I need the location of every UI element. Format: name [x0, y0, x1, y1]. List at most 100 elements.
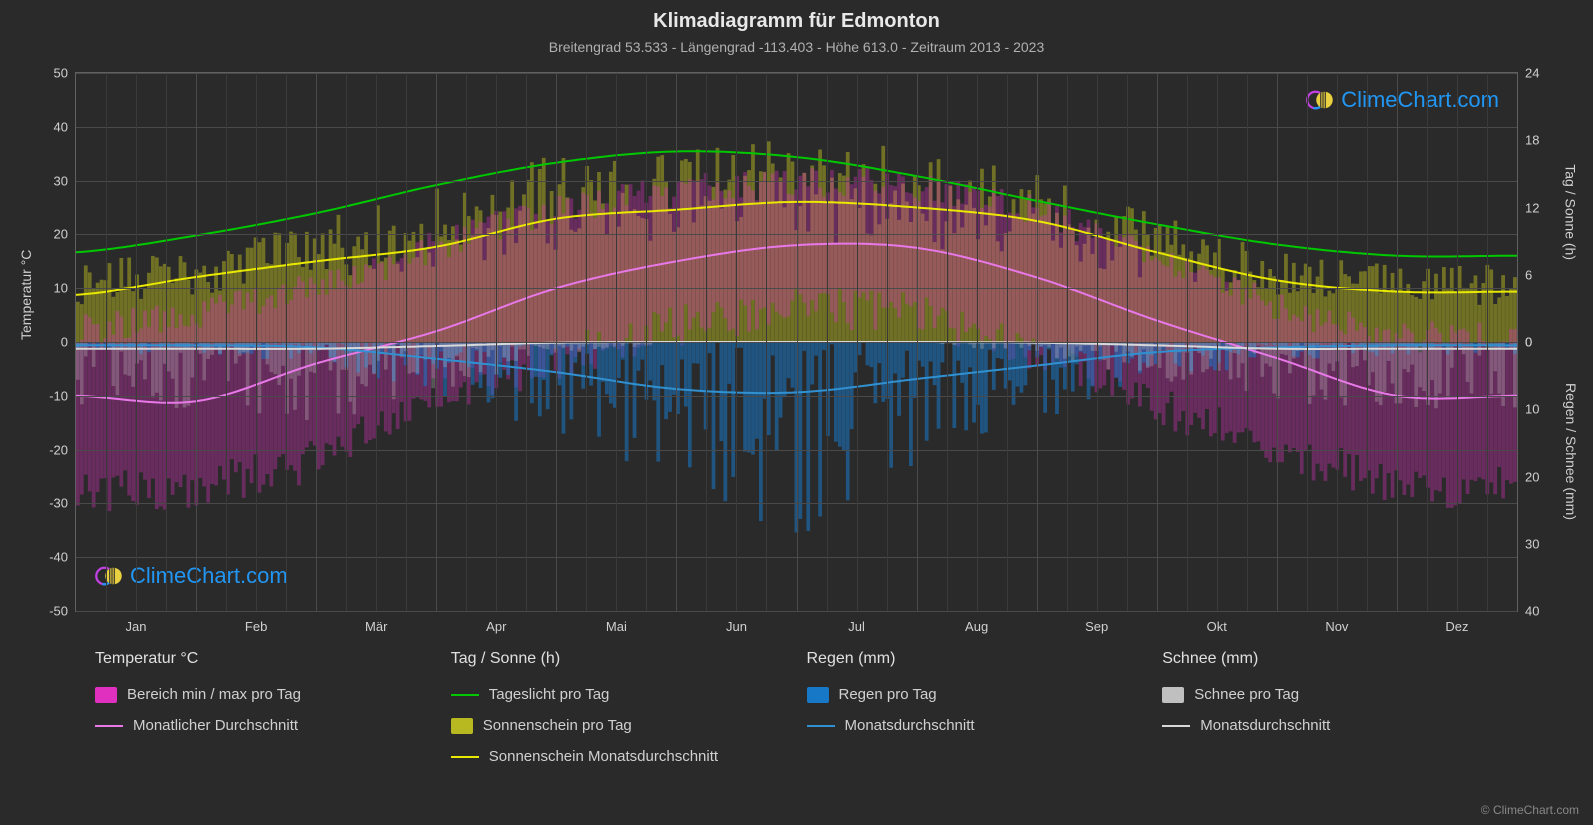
- rain-bar: [866, 342, 870, 365]
- rain-bar: [877, 342, 881, 363]
- legend-item: Schnee pro Tag: [1162, 686, 1518, 703]
- temp-range-bar: [818, 187, 822, 293]
- temp-range-bar: [467, 244, 471, 405]
- rain-bar: [731, 342, 735, 477]
- rain-bar: [617, 342, 621, 378]
- chart-subtitle: Breitengrad 53.533 - Längengrad -113.403…: [0, 33, 1593, 55]
- rain-bar: [937, 342, 941, 429]
- temp-range-bar: [933, 201, 937, 328]
- rain-bar: [641, 342, 645, 360]
- snow-bar: [1430, 342, 1434, 380]
- snow-bar: [1241, 342, 1245, 363]
- temp-range-bar: [447, 257, 451, 402]
- temp-range-bar: [1458, 330, 1462, 503]
- rain-bar: [558, 342, 562, 385]
- snow-bar: [76, 342, 80, 380]
- sunshine-bar: [1343, 274, 1347, 342]
- temp-range-bar: [1102, 238, 1106, 385]
- x-month-label: Apr: [486, 619, 506, 634]
- rain-bar: [1043, 342, 1047, 413]
- temp-range-bar: [1130, 236, 1134, 399]
- rain-bar: [1087, 342, 1091, 399]
- temp-range-bar: [846, 177, 850, 323]
- legend-label: Schnee pro Tag: [1194, 686, 1299, 703]
- snow-bar: [1174, 342, 1178, 377]
- temp-range-bar: [601, 209, 605, 351]
- temp-range-bar: [838, 192, 842, 289]
- y-right-bot-tick: 20: [1525, 469, 1539, 484]
- temp-range-bar: [700, 179, 704, 327]
- legend: Temperatur °C Bereich min / max pro TagM…: [95, 650, 1518, 779]
- rain-bar: [680, 342, 684, 359]
- rain-bar: [802, 342, 806, 351]
- temp-range-bar: [1249, 299, 1253, 431]
- temp-range-bar: [941, 202, 945, 307]
- temp-range-bar: [1241, 305, 1245, 433]
- temp-range-bar: [952, 206, 956, 328]
- climate-chart-container: Klimadiagramm für Edmonton Breitengrad 5…: [0, 0, 1593, 825]
- y-left-tick: -50: [49, 604, 68, 619]
- snow-bar: [329, 342, 333, 370]
- rain-bar: [1118, 342, 1122, 387]
- temp-range-bar: [629, 184, 633, 323]
- rain-bar: [873, 342, 877, 403]
- temp-range-bar: [1039, 216, 1043, 355]
- temp-range-bar: [1138, 246, 1142, 407]
- legend-col-rain: Regen (mm) Regen pro TagMonatsdurchschni…: [807, 650, 1163, 779]
- snow-bar: [1489, 342, 1493, 394]
- rain-bar: [419, 342, 423, 355]
- temp-range-bar: [218, 295, 222, 466]
- temp-range-bar: [230, 305, 234, 460]
- snow-bar: [368, 342, 372, 365]
- rain-bar: [893, 342, 897, 374]
- temp-range-bar: [948, 185, 952, 328]
- sunshine-bar: [1422, 281, 1426, 342]
- rain-bar: [996, 342, 1000, 358]
- temp-range-bar: [1256, 295, 1260, 441]
- temp-range-bar: [759, 182, 763, 309]
- sunshine-bar: [1418, 299, 1422, 342]
- temp-range-bar: [743, 172, 747, 305]
- watermark-bottom: ClimeChart.com: [94, 561, 288, 591]
- temp-range-bar: [672, 197, 676, 338]
- y-left-tick: 40: [54, 119, 68, 134]
- temp-range-bar: [250, 302, 254, 483]
- watermark-text: ClimeChart.com: [130, 563, 288, 589]
- temp-range-bar: [1474, 350, 1478, 481]
- snow-bar: [1264, 342, 1268, 364]
- rain-bar: [652, 342, 656, 400]
- legend-marker: [95, 687, 117, 703]
- rain-bar: [956, 342, 960, 361]
- temp-range-bar: [1280, 295, 1284, 463]
- snow-bar: [258, 342, 262, 413]
- temp-range-bar: [972, 187, 976, 324]
- temp-range-bar: [100, 342, 104, 479]
- sunshine-bar: [1497, 297, 1501, 342]
- x-month-label: Sep: [1085, 619, 1108, 634]
- y-right-bot-tick: 40: [1525, 604, 1539, 619]
- rain-bar: [870, 342, 874, 367]
- sunshine-bar: [1339, 260, 1343, 342]
- legend-item: Monatsdurchschnitt: [807, 717, 1163, 734]
- sunshine-bar: [1501, 275, 1505, 342]
- y-left-tick: -10: [49, 388, 68, 403]
- snow-bar: [455, 342, 459, 356]
- rain-bar: [688, 342, 692, 467]
- sunshine-bar: [1399, 269, 1403, 342]
- legend-label: Monatsdurchschnitt: [1200, 717, 1330, 734]
- temp-range-bar: [297, 277, 301, 486]
- legend-label: Regen pro Tag: [839, 686, 937, 703]
- rain-bar: [530, 342, 534, 403]
- x-month-label: Jul: [848, 619, 865, 634]
- temp-range-bar: [771, 174, 775, 303]
- legend-col-temperature: Temperatur °C Bereich min / max pro TagM…: [95, 650, 451, 779]
- temp-range-bar: [1252, 283, 1256, 442]
- rain-bar: [822, 342, 826, 350]
- x-month-label: Mai: [606, 619, 627, 634]
- y-right-bot-tick: 10: [1525, 402, 1539, 417]
- temp-range-bar: [1296, 317, 1300, 452]
- temp-range-bar: [202, 301, 206, 486]
- snow-bar: [431, 342, 435, 388]
- sunshine-bar: [1442, 267, 1446, 342]
- temp-range-bar: [131, 308, 135, 501]
